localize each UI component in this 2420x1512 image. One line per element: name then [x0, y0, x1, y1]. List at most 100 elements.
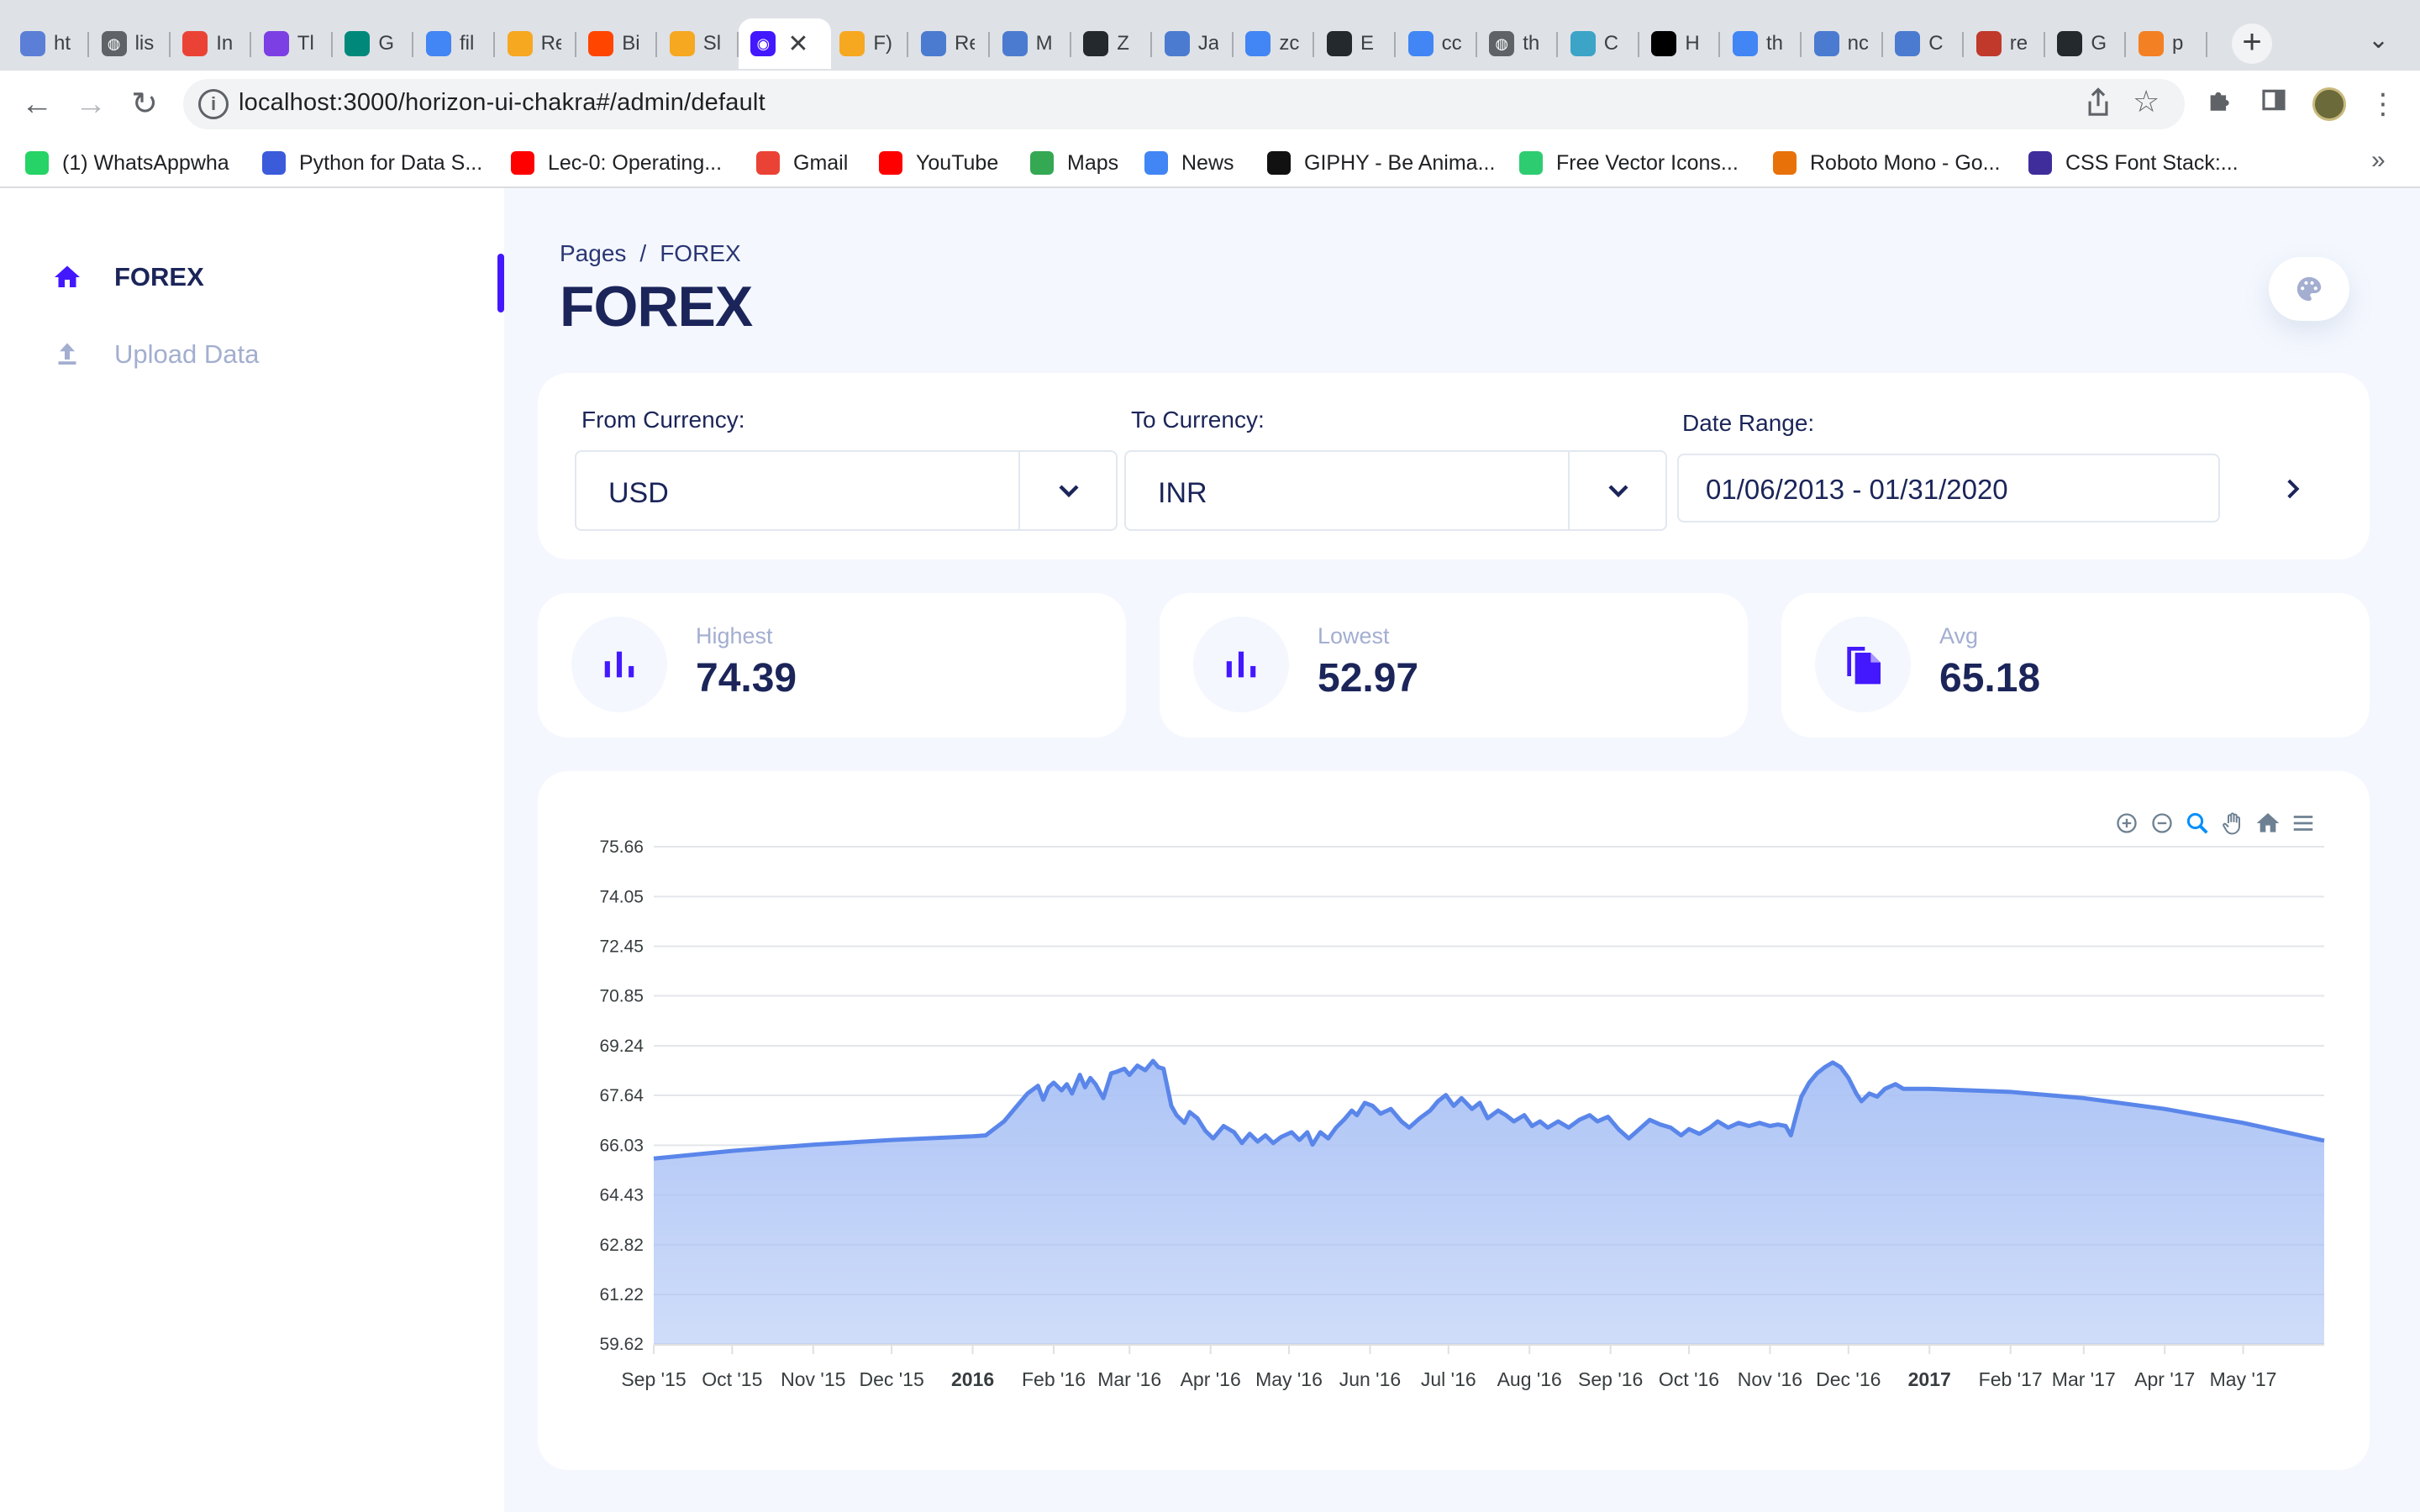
browser-menu-icon[interactable]: ⋮ [2369, 88, 2397, 120]
browser-tab[interactable]: Re [909, 18, 990, 69]
browser-tab[interactable]: G [2045, 18, 2127, 69]
browser-tab[interactable]: cc [1397, 18, 1477, 69]
bookmark-item[interactable]: News [1144, 144, 1234, 181]
browser-tab[interactable]: nc [1802, 18, 1883, 69]
x-tick-label: May '17 [2210, 1368, 2277, 1390]
browser-tab[interactable]: re [1965, 18, 2045, 69]
close-tab-icon[interactable]: ✕ [787, 29, 809, 58]
bookmark-item[interactable]: Roboto Mono - Go... [1773, 144, 2001, 181]
profile-avatar[interactable] [2312, 87, 2346, 121]
zoom-out-icon[interactable] [2144, 806, 2180, 840]
browser-tab[interactable]: E [1315, 18, 1396, 69]
extensions-puzzle-icon[interactable] [2202, 86, 2238, 123]
tab-search-chevron-icon[interactable]: ⌄ [2368, 26, 2390, 54]
bookmark-item[interactable]: YouTube [879, 144, 998, 181]
y-tick-label: 64.43 [599, 1185, 644, 1205]
browser-tab[interactable]: ht [8, 18, 89, 69]
bookmark-item[interactable]: Free Vector Icons... [1519, 144, 1739, 181]
address-bar[interactable]: i localhost:3000/horizon-ui-chakra#/admi… [183, 79, 2185, 129]
chart-menu-icon[interactable] [2286, 806, 2321, 840]
bookmark-item[interactable]: Lec-0: Operating... [511, 144, 722, 181]
browser-tab[interactable]: fil [414, 18, 495, 69]
upload-icon [58, 343, 76, 365]
bookmark-item[interactable]: GIPHY - Be Anima... [1267, 144, 1495, 181]
reload-icon[interactable]: ↻ [131, 87, 158, 122]
browser-tab[interactable]: H [1639, 18, 1721, 69]
x-tick-label: Mar '17 [2052, 1368, 2116, 1390]
stat-icon-wrap [571, 617, 667, 712]
bookmarks-overflow-icon[interactable]: » [2371, 146, 2386, 174]
address-bar-url[interactable]: localhost:3000/horizon-ui-chakra#/admin/… [239, 89, 765, 116]
x-tick-label: 2016 [951, 1368, 994, 1390]
new-tab-button[interactable]: + [2232, 24, 2272, 64]
browser-tab[interactable]: ◍ lis [90, 18, 171, 69]
browser-tab[interactable]: Tl [252, 18, 333, 69]
y-tick-label: 66.03 [599, 1136, 644, 1155]
x-tick-label: Sep '16 [1578, 1368, 1643, 1390]
y-tick-label: 72.45 [599, 937, 644, 956]
back-arrow-icon[interactable]: ← [21, 87, 53, 122]
x-tick-label: Jul '16 [1421, 1368, 1476, 1390]
globe-icon: ◍ [1489, 31, 1515, 56]
browser-tab[interactable]: C [1559, 18, 1639, 69]
browser-tab[interactable]: G [333, 18, 414, 69]
bookmark-label: Free Vector Icons... [1556, 150, 1739, 175]
x-tick-label: Dec '16 [1816, 1368, 1881, 1390]
date-range-input[interactable]: 01/06/2013 - 01/31/2020 [1677, 454, 2220, 522]
to-currency-select[interactable]: INR [1124, 450, 1667, 531]
tab-separator [2043, 32, 2045, 57]
browser-tab[interactable]: Bi [576, 18, 658, 69]
x-tick-label: May '16 [1255, 1368, 1323, 1390]
forward-arrow-icon[interactable]: → [75, 87, 107, 122]
zoom-in-icon[interactable] [2109, 806, 2144, 840]
bookmark-item[interactable]: Maps [1030, 144, 1118, 181]
bookmark-item[interactable]: Python for Data S... [262, 144, 482, 181]
stat-value: 52.97 [1318, 656, 1419, 701]
tab-label: C [1603, 32, 1619, 55]
breadcrumb: Pages / FOREX [560, 240, 741, 267]
browser-tab-active[interactable]: ◉ ✕ [739, 18, 832, 69]
browser-tab[interactable]: th [1721, 18, 1802, 69]
browser-tab[interactable]: Ja [1153, 18, 1234, 69]
x-tick-label: Nov '16 [1738, 1368, 1802, 1390]
browser-tab[interactable]: Re [496, 18, 576, 69]
browser-tab[interactable]: In [171, 18, 252, 69]
browser-tab[interactable]: ◍ th [1477, 18, 1559, 69]
google-icon [1245, 31, 1271, 56]
sidebar-item-forex[interactable]: FOREX [52, 262, 204, 292]
x-tick-label: Nov '15 [781, 1368, 845, 1390]
bookmark-item[interactable]: CSS Font Stack:... [2028, 144, 2238, 181]
triangle-icon [1002, 31, 1028, 56]
chevron-down-icon[interactable] [1602, 474, 1635, 507]
site-info-icon[interactable]: i [198, 89, 229, 119]
reset-home-icon[interactable] [2250, 806, 2286, 840]
date-range-label: Date Range: [1682, 410, 1815, 436]
tab-separator [1394, 32, 1396, 57]
browser-tab[interactable]: p [2127, 18, 2207, 69]
pan-hand-icon[interactable] [2215, 806, 2250, 840]
bookmark-label: News [1181, 150, 1234, 175]
breadcrumb-root[interactable]: Pages [560, 240, 627, 266]
browser-tab[interactable]: Sl [658, 18, 739, 69]
bookmark-star-icon[interactable]: ☆ [2133, 84, 2160, 118]
bookmark-item[interactable]: (1) WhatsAppwha [25, 144, 229, 181]
chevron-down-icon[interactable] [1052, 474, 1086, 507]
medium-icon [1651, 31, 1677, 56]
browser-tab[interactable]: F) [828, 18, 909, 69]
from-currency-select[interactable]: USD [575, 450, 1118, 531]
selection-zoom-icon[interactable] [2180, 806, 2215, 840]
stat-card-lowest: Lowest 52.97 [1160, 593, 1748, 738]
bar-chart-icon [604, 651, 634, 678]
y-tick-label: 67.64 [599, 1086, 644, 1105]
browser-tab[interactable]: C [1883, 18, 1965, 69]
home-icon [55, 265, 80, 287]
browser-tab[interactable]: zc [1234, 18, 1315, 69]
browser-tab[interactable]: Z [1071, 18, 1153, 69]
bookmark-item[interactable]: Gmail [756, 144, 848, 181]
theme-toggle-button[interactable] [2269, 257, 2349, 321]
submit-button[interactable] [2245, 450, 2339, 528]
share-icon[interactable] [2084, 86, 2112, 127]
side-panel-icon[interactable] [2255, 86, 2292, 123]
sidebar-item-upload-data[interactable]: Upload Data [52, 339, 259, 370]
browser-tab[interactable]: M [991, 18, 1071, 69]
